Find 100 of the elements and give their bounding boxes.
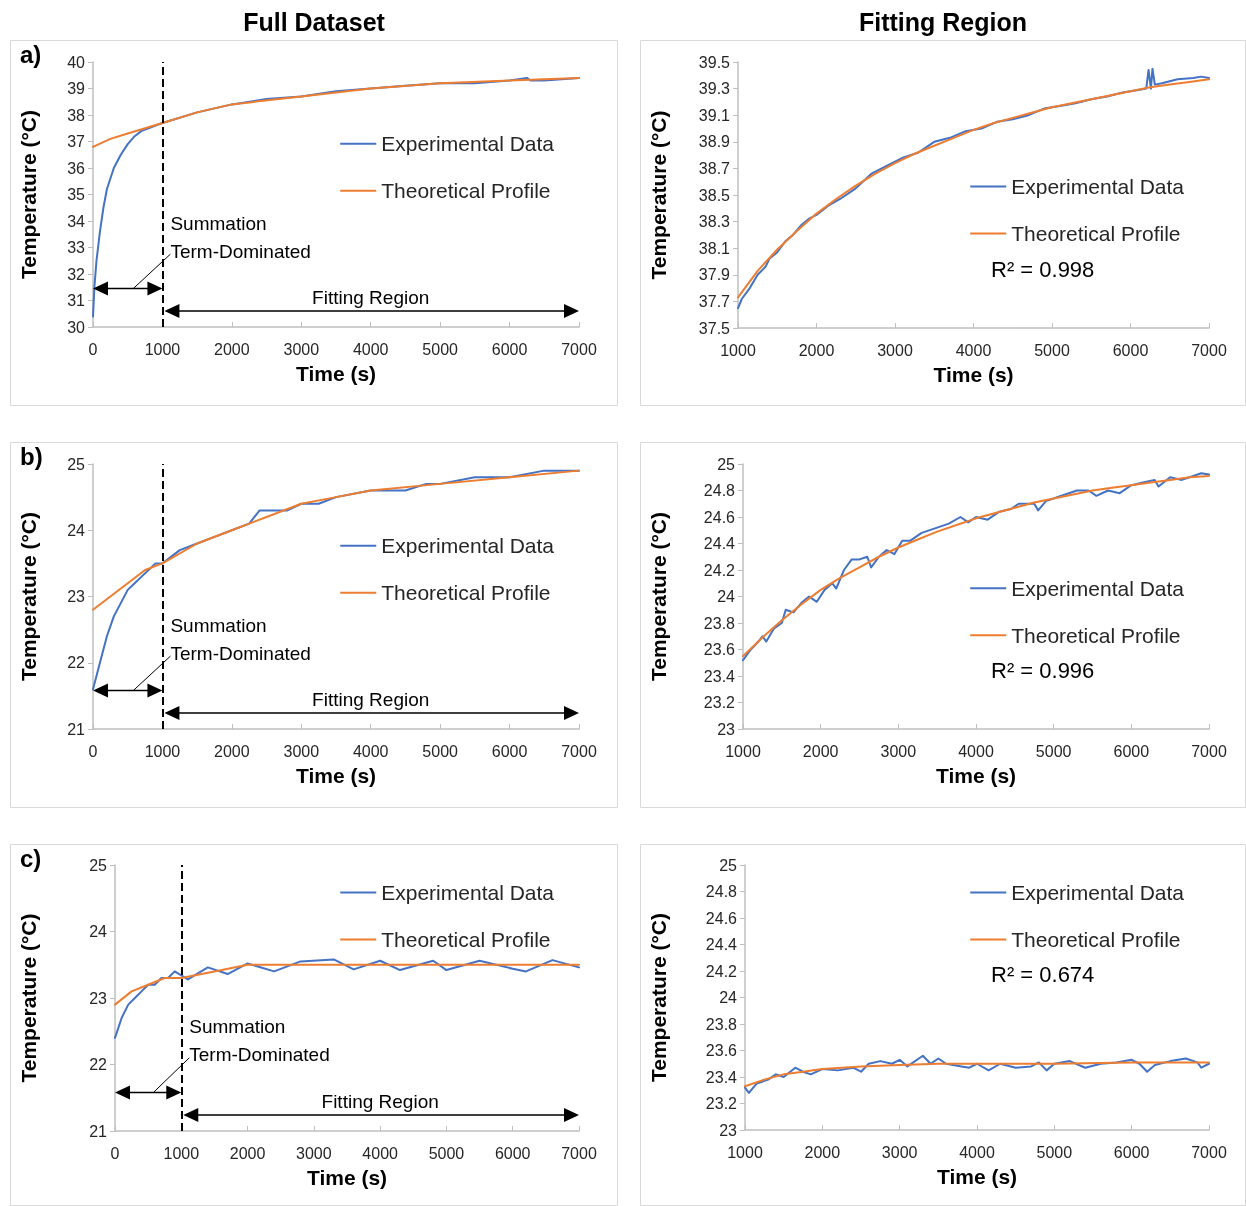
y-tick-label: 38.3 — [698, 213, 731, 231]
legend-label: Theoretical Profile — [381, 179, 551, 203]
y-axis-title: Temperature (°C) — [647, 912, 670, 1083]
y-tick-label: 25 — [717, 455, 736, 473]
y-tick-label: 22 — [67, 654, 86, 672]
y-tick-label: 23 — [719, 1121, 738, 1139]
x-tick-label: 7000 — [561, 1144, 597, 1162]
annotation: R² = 0.996 — [991, 658, 1095, 684]
x-tick-label: 2000 — [229, 1144, 266, 1162]
legend-label: Theoretical Profile — [1011, 623, 1181, 647]
x-tick-label: 2000 — [214, 340, 250, 358]
x-tick-label: 2000 — [802, 742, 839, 760]
y-tick-label: 24 — [67, 521, 86, 539]
x-tick-label: 4000 — [955, 341, 992, 359]
x-tick-label: 5000 — [428, 1144, 465, 1162]
x-tick-label: 6000 — [1113, 742, 1150, 760]
y-tick-label: 24.8 — [705, 883, 738, 900]
y-axis-title: Temperature (°C) — [17, 109, 40, 280]
text: c) — [20, 844, 42, 872]
text: b) — [20, 442, 43, 470]
x-tick-label: 7000 — [561, 340, 597, 358]
y-tick-label: 38.5 — [698, 186, 731, 204]
x-tick-label: 2000 — [214, 742, 250, 760]
y-tick-label: 37.7 — [698, 292, 731, 310]
y-tick-label: 34 — [67, 212, 86, 230]
x-tick-label: 6000 — [1113, 1143, 1150, 1161]
x-tick-label: 5000 — [422, 742, 459, 760]
y-tick-label: 37 — [67, 133, 86, 150]
x-axis-title: Time (s) — [933, 363, 1014, 386]
y-tick-label: 23 — [717, 720, 736, 738]
y-tick-label: 38 — [67, 106, 86, 124]
x-tick-label: 3000 — [881, 1143, 918, 1161]
y-tick-label: 38.7 — [698, 159, 731, 177]
y-tick-label: 23.8 — [705, 1015, 738, 1033]
x-tick-label: 6000 — [1112, 341, 1149, 359]
y-axis-title: Temperature (°C) — [17, 913, 40, 1083]
y-tick-label: 25 — [67, 455, 86, 473]
legend-label: Experimental Data — [381, 534, 555, 558]
legend-label: Theoretical Profile — [1011, 927, 1181, 951]
legend-label: Theoretical Profile — [381, 581, 551, 605]
y-axis-title: Temperature (°C) — [647, 110, 670, 280]
x-tick-label: 7000 — [1191, 742, 1227, 760]
x-tick-label: 0 — [88, 742, 98, 760]
y-tick-label: 38.1 — [698, 239, 731, 257]
y-axis-title: Temperature (°C) — [17, 511, 40, 682]
y-tick-label: 23 — [89, 989, 108, 1007]
x-tick-label: 3000 — [283, 340, 320, 358]
annotation: Fitting Region — [312, 688, 430, 710]
y-tick-label: 39 — [67, 80, 86, 97]
y-tick-label: 23.2 — [703, 694, 736, 711]
y-tick-label: 32 — [67, 265, 86, 283]
y-tick-label: 23 — [67, 588, 86, 605]
y-tick-label: 24.2 — [705, 962, 738, 980]
x-tick-label: 7000 — [561, 742, 597, 760]
chart-title: Full Dataset — [243, 7, 386, 36]
x-tick-label: 5000 — [1035, 742, 1072, 760]
x-tick-label: 2000 — [798, 341, 835, 359]
x-tick-label: 3000 — [880, 742, 917, 760]
line-series — [92, 469, 580, 611]
x-tick-label: 7000 — [1191, 1143, 1227, 1161]
x-tick-label: 4000 — [352, 340, 389, 358]
legend-label: Experimental Data — [1011, 576, 1185, 600]
annotation: Fitting Region — [321, 1090, 439, 1112]
x-tick-label: 3000 — [296, 1144, 332, 1162]
x-tick-label: 6000 — [494, 1144, 531, 1162]
x-tick-label: 1000 — [163, 1144, 200, 1162]
y-tick-label: 24.4 — [703, 535, 736, 552]
y-axis-title: Temperature (°C) — [647, 511, 670, 682]
line-series — [114, 958, 580, 1039]
annotation: Fitting Region — [312, 286, 430, 308]
y-tick-label: 25 — [719, 856, 738, 874]
y-tick-label: 23.6 — [703, 641, 736, 658]
y-tick-label: 39.1 — [698, 106, 731, 124]
y-tick-label: 24.6 — [703, 508, 736, 526]
y-tick-label: 36 — [67, 159, 86, 177]
y-tick-label: 33 — [67, 239, 86, 256]
annotation: Summation Term-Dominated — [189, 1016, 330, 1066]
y-tick-label: 23.4 — [703, 667, 736, 685]
annotation: Summation Term-Dominated — [170, 212, 311, 262]
legend-label: Experimental Data — [1011, 880, 1185, 904]
y-tick-label: 23.8 — [703, 614, 736, 632]
x-tick-label: 4000 — [959, 1143, 995, 1161]
x-tick-label: 1000 — [144, 340, 181, 358]
x-tick-label: 3000 — [283, 742, 320, 760]
x-tick-label: 6000 — [491, 742, 528, 760]
x-tick-label: 1000 — [720, 341, 756, 359]
y-tick-label: 40 — [67, 53, 86, 71]
y-tick-label: 22 — [89, 1056, 108, 1073]
x-axis-title: Time (s) — [306, 1166, 388, 1189]
annotation: R² = 0.998 — [991, 256, 1095, 282]
y-tick-label: 23.4 — [705, 1068, 738, 1086]
legend-label: Experimental Data — [381, 880, 555, 904]
x-tick-label: 1000 — [727, 1143, 763, 1161]
y-tick-label: 21 — [89, 1122, 108, 1140]
x-tick-label: 5000 — [422, 340, 459, 358]
y-tick-label: 39.3 — [698, 80, 731, 98]
text: a) — [20, 40, 42, 68]
line-series — [744, 1054, 1210, 1094]
chart-title: Fitting Region — [858, 7, 1028, 36]
line-series — [744, 1061, 1210, 1088]
